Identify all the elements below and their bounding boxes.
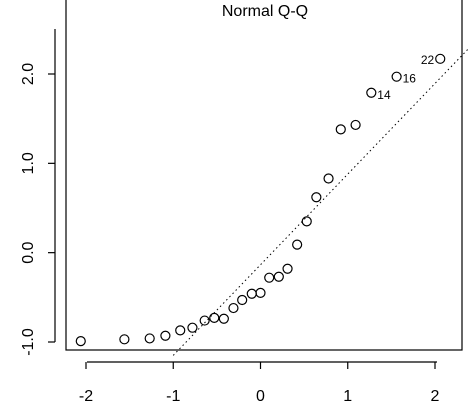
data-point xyxy=(282,263,293,274)
point-label: 14 xyxy=(377,88,391,102)
data-point xyxy=(228,302,239,314)
data-point xyxy=(323,173,334,184)
data-point xyxy=(292,239,303,250)
data-point xyxy=(237,294,248,306)
data-point xyxy=(75,336,86,347)
y-axis: -1.0 0.0 1.0 2.0 xyxy=(20,29,56,356)
x-tick-label: 1 xyxy=(343,388,352,405)
data-point xyxy=(160,330,171,341)
data-point xyxy=(311,192,322,203)
y-tick-label: 0.0 xyxy=(20,241,37,263)
occluding-overlay xyxy=(82,0,196,98)
data-point xyxy=(391,71,402,82)
data-point xyxy=(187,322,198,333)
data-point xyxy=(301,216,312,227)
data-point xyxy=(273,271,284,282)
x-axis: -2 -1 0 1 2 xyxy=(79,361,440,405)
data-point xyxy=(209,312,220,323)
y-tick-label: 1.0 xyxy=(20,152,37,174)
data-point xyxy=(119,334,130,345)
data-point xyxy=(175,325,186,336)
points-layer xyxy=(75,53,446,347)
data-point xyxy=(255,287,266,298)
x-tick-label: -2 xyxy=(79,388,93,405)
y-tick-label: -1.0 xyxy=(20,328,37,356)
point-label: 22 xyxy=(421,53,435,67)
data-point xyxy=(366,87,377,98)
x-tick-label: 2 xyxy=(431,388,440,405)
point-labels-layer: 14 16 22 xyxy=(377,53,434,102)
chart-title: Normal Q-Q xyxy=(222,3,308,20)
data-point xyxy=(199,315,210,326)
point-label: 16 xyxy=(403,72,417,86)
y-tick-label: 2.0 xyxy=(20,63,37,85)
data-point xyxy=(350,119,361,131)
data-point xyxy=(264,272,275,283)
data-point xyxy=(218,313,229,324)
reference-line xyxy=(172,48,468,356)
data-point xyxy=(335,124,346,135)
plot-frame xyxy=(65,0,463,351)
x-tick-label: 0 xyxy=(256,388,265,405)
data-point xyxy=(144,333,155,344)
data-point xyxy=(435,53,446,64)
data-point xyxy=(246,288,257,299)
x-tick-label: -1 xyxy=(166,388,180,405)
